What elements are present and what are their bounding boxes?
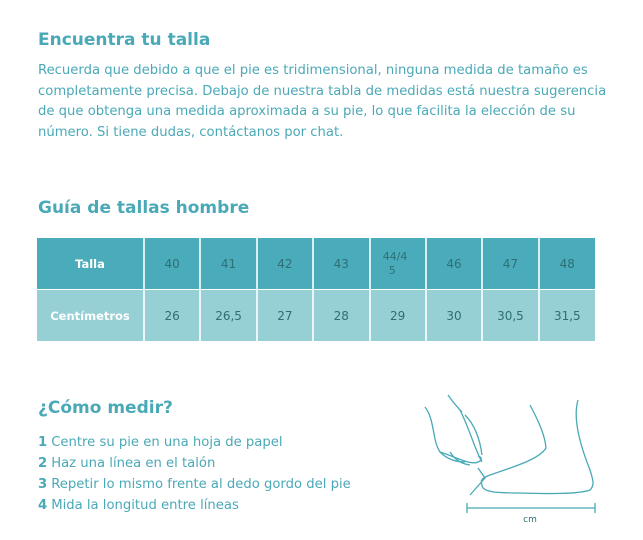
table-row: Talla 40 41 42 43 44/45 46 47 48 xyxy=(37,238,595,290)
row-label: Centímetros xyxy=(37,289,144,341)
cell: 31,5 xyxy=(537,289,595,341)
steps-list: 1 Centre su pie en una hoja de papel 2 Haz… xyxy=(38,432,351,516)
cell: 48 xyxy=(537,238,595,290)
step-text: Haz una línea en el talón xyxy=(51,456,216,471)
cell: 28 xyxy=(312,289,370,341)
cell: 40 xyxy=(142,238,201,290)
cell: 44/45 xyxy=(368,238,426,290)
list-item: 4 Mida la longitud entre líneas xyxy=(38,495,351,516)
size-table: Talla 40 41 42 43 44/45 46 47 48 Centíme… xyxy=(37,238,595,341)
section-title: Encuentra tu talla xyxy=(38,30,211,50)
cell: 30 xyxy=(424,289,483,341)
step-text: Mida la longitud entre líneas xyxy=(51,498,239,513)
step-number: 1 xyxy=(38,435,48,450)
cell: 43 xyxy=(312,238,370,290)
list-item: 1 Centre su pie en una hoja de papel xyxy=(38,432,351,453)
list-item: 2 Haz una línea en el talón xyxy=(38,453,351,474)
size-guide-title: Guía de tallas hombre xyxy=(38,198,250,218)
foot-measure-illustration: cm xyxy=(424,394,596,525)
cell: 27 xyxy=(255,289,314,341)
how-to-measure-title: ¿Cómo medir? xyxy=(38,398,173,418)
unit-label: cm xyxy=(523,515,537,525)
step-number: 2 xyxy=(38,456,48,471)
cell: 26 xyxy=(142,289,201,341)
cell: 41 xyxy=(199,238,257,290)
list-item: 3 Repetir lo mismo frente al dedo gordo d… xyxy=(38,474,351,495)
split-size: 44/45 xyxy=(382,249,408,277)
step-number: 3 xyxy=(38,477,48,492)
intro-paragraph: Recuerda que debido a que el pie es trid… xyxy=(38,63,607,140)
step-text: Centre su pie en una hoja de papel xyxy=(51,435,283,450)
table-row: Centímetros 26 26,5 27 28 29 30 30,5 31,… xyxy=(37,289,595,341)
cell: 42 xyxy=(255,238,314,290)
cell: 47 xyxy=(481,238,539,290)
cell: 29 xyxy=(368,289,426,341)
row-label: Talla xyxy=(37,238,144,290)
cell: 26,5 xyxy=(199,289,257,341)
step-text: Repetir lo mismo frente al dedo gordo de… xyxy=(51,477,351,492)
step-number: 4 xyxy=(38,498,48,513)
cell: 30,5 xyxy=(481,289,539,341)
cell: 46 xyxy=(424,238,483,290)
